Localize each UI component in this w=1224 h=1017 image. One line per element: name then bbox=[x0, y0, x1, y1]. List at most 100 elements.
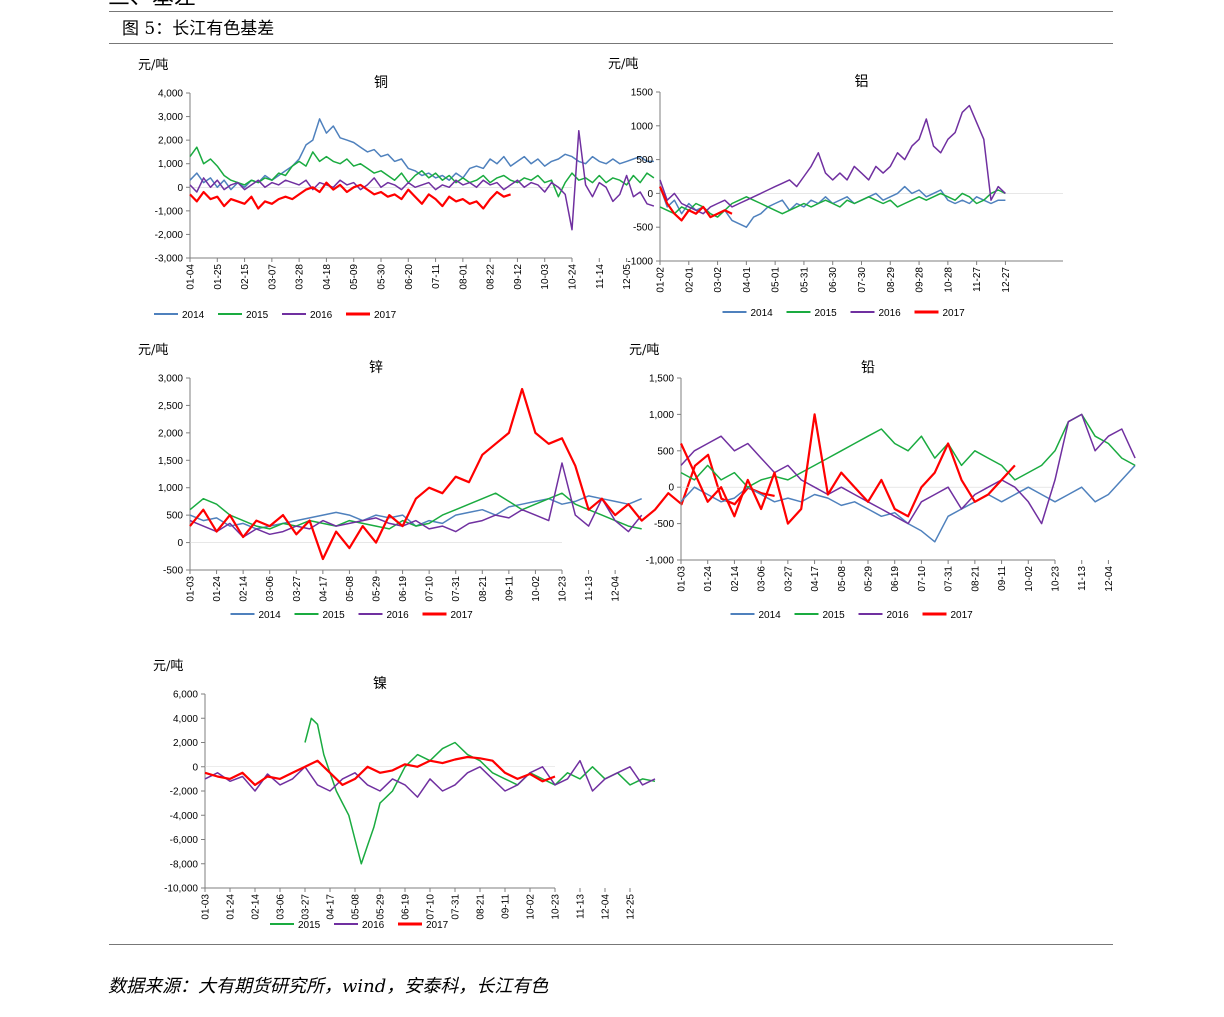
nickel-chart: 元/吨镍 6,000 4,000 2,000 0 -2,000 -4,000 -6,000 -8… bbox=[153, 659, 656, 931]
x-tick-label: 02-01 bbox=[684, 267, 695, 293]
y-tick-label: 4,000 bbox=[158, 89, 183, 100]
x-tick-label: 09-12 bbox=[513, 264, 524, 290]
x-tick-label: 08-22 bbox=[486, 264, 497, 290]
series-line-2014 bbox=[680, 464, 1136, 543]
x-tick-label: 06-30 bbox=[828, 267, 839, 293]
x-tick-label: 07-30 bbox=[857, 267, 868, 293]
y-tick-label: -2,000 bbox=[155, 230, 184, 241]
x-tick-label: 01-24 bbox=[212, 576, 223, 602]
series-line-2017 bbox=[658, 186, 733, 222]
x-tick-label: 10-23 bbox=[1051, 566, 1062, 592]
y-tick-label: -500 bbox=[654, 519, 674, 530]
legend-label-2017: 2017 bbox=[374, 310, 397, 321]
x-tick-label: 07-10 bbox=[917, 566, 928, 592]
x-tick-label: 05-29 bbox=[376, 894, 387, 920]
y-tick-label: -6,000 bbox=[170, 835, 199, 846]
x-tick-label: 01-04 bbox=[186, 264, 197, 290]
legend-label-2014: 2014 bbox=[182, 310, 205, 321]
figure-title: 图 5：长江有色基差 bbox=[122, 19, 275, 39]
y-tick-label: -4,000 bbox=[170, 811, 199, 822]
y-tick-label: -1000 bbox=[627, 257, 653, 268]
legend-label-2017: 2017 bbox=[951, 610, 974, 621]
legend-label-2016: 2016 bbox=[362, 920, 385, 931]
x-tick-label: 01-03 bbox=[677, 566, 688, 592]
x-tick-label: 02-15 bbox=[240, 264, 251, 290]
header-top-rule bbox=[109, 11, 1113, 12]
x-tick-label: 07-31 bbox=[451, 894, 462, 920]
unit-label: 元/吨 bbox=[138, 343, 168, 358]
x-tick-label: 08-29 bbox=[886, 267, 897, 293]
series-line-2015 bbox=[680, 413, 1136, 488]
y-tick-label: 3,000 bbox=[158, 374, 183, 385]
x-tick-label: 08-21 bbox=[478, 576, 489, 602]
x-tick-label: 10-02 bbox=[526, 894, 537, 920]
x-tick-label: 11-13 bbox=[1077, 566, 1088, 591]
x-tick-label: 05-29 bbox=[864, 566, 875, 592]
x-tick-label: 07-31 bbox=[451, 576, 462, 602]
x-tick-label: 10-28 bbox=[943, 267, 954, 293]
series-line-2017 bbox=[189, 387, 775, 561]
x-tick-label: 05-08 bbox=[345, 576, 356, 602]
x-tick-label: 08-21 bbox=[970, 566, 981, 592]
series-line-2015 bbox=[659, 189, 1006, 218]
y-tick-label: -2,000 bbox=[170, 787, 199, 798]
x-tick-label: 03-28 bbox=[295, 264, 306, 290]
x-tick-label: 10-24 bbox=[568, 264, 579, 290]
legend-label-2017: 2017 bbox=[451, 610, 474, 621]
x-tick-label: 12-25 bbox=[626, 894, 637, 920]
x-tick-label: 01-03 bbox=[186, 576, 197, 602]
x-tick-label: 08-01 bbox=[458, 264, 469, 290]
legend-label-2017: 2017 bbox=[426, 920, 449, 931]
legend-label-2014: 2014 bbox=[759, 610, 782, 621]
legend-label-2015: 2015 bbox=[298, 920, 321, 931]
y-tick-label: 1,000 bbox=[649, 410, 674, 421]
y-tick-label: 1,500 bbox=[158, 456, 183, 467]
x-tick-label: 01-25 bbox=[213, 264, 224, 290]
zinc-chart: 元/吨锌3,0002,5002,0001,5001,0005000-50001-… bbox=[138, 343, 775, 621]
x-tick-label: 08-21 bbox=[476, 894, 487, 920]
legend-label-2014: 2014 bbox=[259, 610, 282, 621]
y-tick-label: 1,000 bbox=[158, 159, 183, 170]
x-tick-label: 03-02 bbox=[713, 267, 724, 293]
y-tick-label: 1500 bbox=[631, 88, 654, 99]
y-tick-label: -1,000 bbox=[155, 206, 184, 217]
legend-label-2015: 2015 bbox=[815, 308, 838, 319]
legend-label-2016: 2016 bbox=[887, 610, 910, 621]
x-tick-label: 09-11 bbox=[997, 566, 1008, 591]
y-tick-label: -10,000 bbox=[164, 884, 198, 895]
series-line-2017 bbox=[680, 413, 1016, 525]
x-tick-label: 10-03 bbox=[540, 264, 551, 290]
series-line-2017 bbox=[204, 755, 556, 787]
series-line-2015 bbox=[304, 717, 656, 865]
y-tick-label: 2,000 bbox=[158, 428, 183, 439]
series-line-2016 bbox=[680, 413, 1136, 525]
x-tick-label: 05-30 bbox=[377, 264, 388, 290]
unit-label: 元/吨 bbox=[608, 57, 638, 72]
x-tick-label: 04-17 bbox=[810, 566, 821, 592]
chart-title: 铜 bbox=[374, 75, 388, 91]
x-tick-label: 12-27 bbox=[1001, 267, 1012, 293]
y-tick-label: 0 bbox=[177, 538, 183, 549]
x-tick-label: 07-31 bbox=[944, 566, 955, 592]
x-tick-label: 10-02 bbox=[531, 576, 542, 602]
legend-label-2015: 2015 bbox=[323, 610, 346, 621]
x-tick-label: 01-24 bbox=[226, 894, 237, 920]
x-tick-label: 05-08 bbox=[351, 894, 362, 920]
unit-label: 元/吨 bbox=[629, 343, 659, 358]
x-tick-label: 05-29 bbox=[372, 576, 383, 602]
y-tick-label: 500 bbox=[166, 511, 183, 522]
x-tick-label: 12-05 bbox=[622, 264, 633, 290]
y-tick-label: 2,000 bbox=[173, 738, 198, 749]
y-tick-label: -8,000 bbox=[170, 859, 199, 870]
x-tick-label: 06-20 bbox=[404, 264, 415, 290]
y-tick-label: 0 bbox=[668, 483, 674, 494]
y-tick-label: 4,000 bbox=[173, 714, 198, 725]
series-line-2016 bbox=[189, 462, 643, 538]
x-tick-label: 03-27 bbox=[301, 894, 312, 920]
y-tick-label: -500 bbox=[633, 223, 653, 234]
y-tick-label: 0 bbox=[192, 762, 198, 773]
x-tick-label: 05-31 bbox=[799, 267, 810, 293]
y-tick-label: 1,000 bbox=[158, 483, 183, 494]
y-tick-label: -1,000 bbox=[646, 556, 675, 567]
